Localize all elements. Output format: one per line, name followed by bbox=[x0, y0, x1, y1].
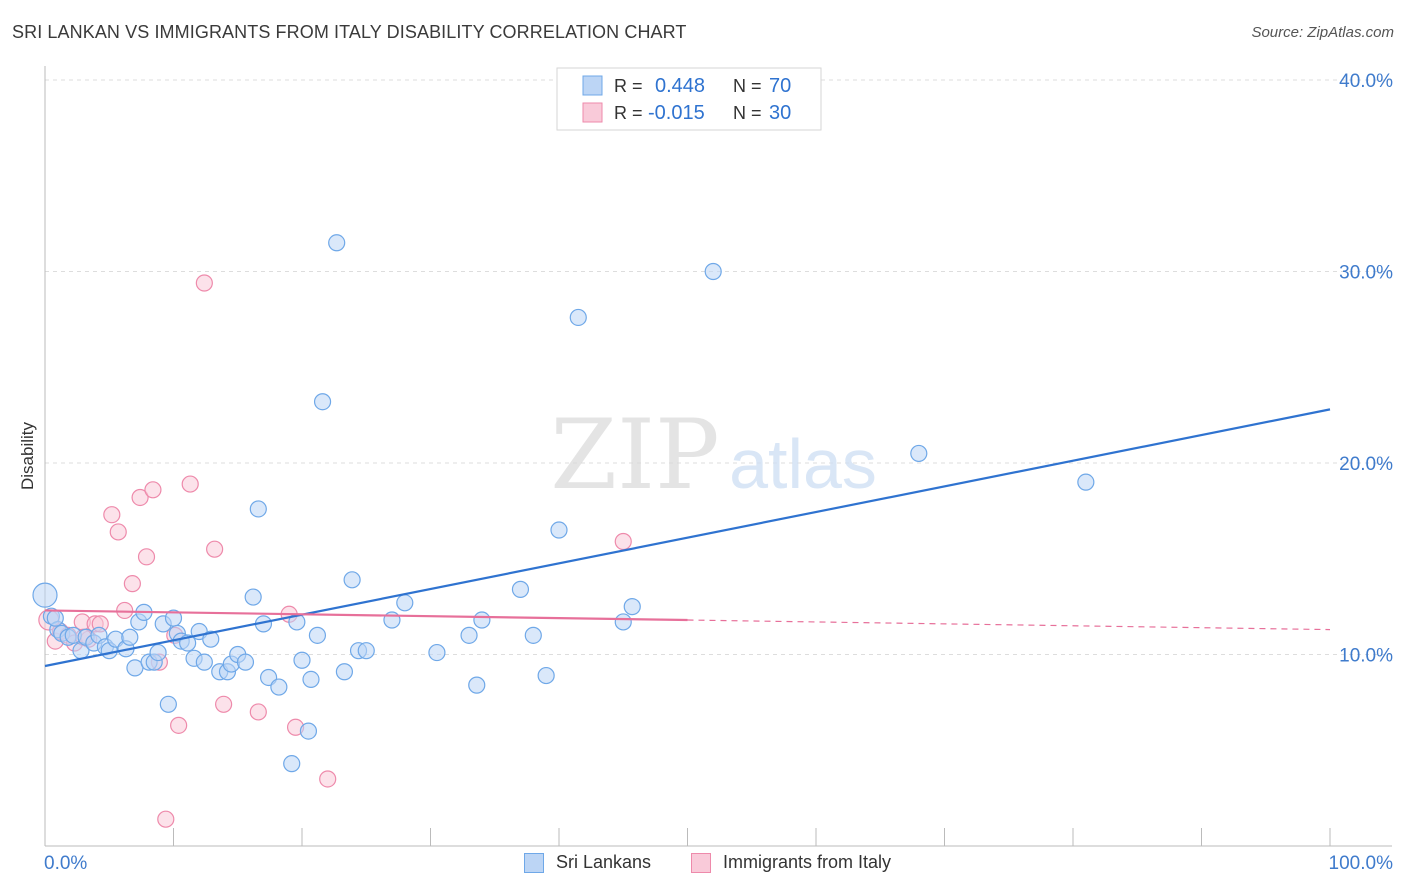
watermark-zip: ZIP bbox=[550, 399, 719, 511]
point-sri-lankans bbox=[283, 755, 301, 773]
point-sri-lankans bbox=[236, 653, 255, 671]
trend-line-immigrants-from-italy bbox=[44, 609, 688, 622]
point-sri-lankans bbox=[302, 670, 320, 688]
y-axis-label: Disability bbox=[18, 421, 37, 490]
point-sri-lankans bbox=[313, 393, 332, 411]
point-immigrants-from-italy bbox=[144, 481, 162, 499]
legend-item-sri-lankans[interactable]: Sri Lankans bbox=[524, 852, 651, 873]
legend-bottom: Sri Lankans Immigrants from Italy bbox=[0, 852, 1406, 878]
point-sri-lankans bbox=[299, 722, 318, 740]
point-immigrants-from-italy bbox=[319, 770, 337, 788]
x-tick-label: 100.0% bbox=[1329, 853, 1394, 874]
point-sri-lankans bbox=[328, 234, 346, 252]
point-sri-lankans bbox=[121, 628, 139, 646]
point-immigrants-from-italy bbox=[170, 716, 188, 734]
legend-blue-r-value: 0.448 bbox=[655, 75, 705, 97]
point-immigrants-from-italy bbox=[249, 703, 267, 721]
point-immigrants-from-italy bbox=[614, 532, 632, 551]
point-sri-lankans bbox=[249, 500, 267, 518]
point-immigrants-from-italy bbox=[123, 575, 141, 593]
trend-line-sri-lankans bbox=[44, 408, 1331, 668]
legend-blue-n-value: 70 bbox=[769, 75, 791, 97]
y-tick-label: 30.0% bbox=[1339, 263, 1393, 284]
point-sri-lankans bbox=[244, 588, 262, 606]
point-sri-lankans bbox=[202, 630, 220, 648]
point-sri-lankans bbox=[524, 626, 542, 644]
legend-pink-swatch bbox=[582, 102, 603, 123]
series-immigrants-from-italy bbox=[38, 274, 632, 828]
point-sri-lankans bbox=[335, 663, 354, 681]
point-sri-lankans bbox=[473, 611, 491, 629]
point-immigrants-from-italy bbox=[131, 488, 149, 507]
legend-blue-n-label: N = bbox=[733, 76, 762, 96]
legend-swatch-sri-lankans bbox=[524, 852, 544, 873]
point-sri-lankans bbox=[293, 651, 311, 669]
chart-title: SRI LANKAN VS IMMIGRANTS FROM ITALY DISA… bbox=[12, 22, 687, 42]
legend-pink-n-label: N = bbox=[733, 103, 762, 123]
point-sri-lankans bbox=[1077, 473, 1095, 491]
watermark-atlas: atlas bbox=[729, 425, 877, 503]
point-immigrants-from-italy bbox=[157, 810, 175, 828]
point-sri-lankans bbox=[614, 613, 632, 631]
point-sri-lankans bbox=[383, 611, 401, 629]
trend-line-immigrants-from-italy-dashed bbox=[687, 619, 1331, 631]
tick-labels: 10.0% 20.0% 30.0% 40.0% 0.0% 100.0% bbox=[44, 71, 1393, 874]
legend-top: R = 0.448 N = 70 R = -0.015 N = 30 bbox=[556, 67, 822, 131]
legend-label-sri-lankans: Sri Lankans bbox=[556, 852, 652, 872]
point-immigrants-from-italy bbox=[103, 506, 121, 524]
point-immigrants-from-italy bbox=[137, 548, 156, 566]
legend-pink-r-label: R = bbox=[614, 103, 643, 123]
legend-swatch-immigrants-from-italy bbox=[691, 852, 711, 873]
point-sri-lankans bbox=[32, 582, 58, 608]
point-sri-lankans bbox=[460, 626, 478, 644]
point-sri-lankans bbox=[343, 571, 361, 589]
point-sri-lankans bbox=[511, 580, 530, 598]
trend-lines bbox=[44, 408, 1331, 668]
series-sri-lankans bbox=[32, 234, 1095, 773]
point-immigrants-from-italy bbox=[195, 274, 213, 292]
point-sri-lankans bbox=[149, 643, 167, 662]
legend-pink-r-value: -0.015 bbox=[648, 102, 705, 124]
axes bbox=[44, 66, 1392, 847]
point-sri-lankans bbox=[704, 262, 722, 281]
point-sri-lankans bbox=[46, 609, 64, 627]
point-immigrants-from-italy bbox=[215, 695, 233, 713]
point-sri-lankans bbox=[468, 676, 486, 694]
watermark: ZIP atlas bbox=[550, 399, 877, 511]
point-sri-lankans bbox=[623, 598, 641, 616]
legend-item-immigrants-from-italy[interactable]: Immigrants from Italy bbox=[691, 852, 891, 873]
point-sri-lankans bbox=[569, 308, 587, 327]
legend-label-immigrants-from-italy: Immigrants from Italy bbox=[723, 852, 892, 872]
source-label: Source: ZipAtlas.com bbox=[1251, 24, 1394, 41]
point-sri-lankans bbox=[159, 695, 177, 713]
point-sri-lankans bbox=[537, 666, 555, 685]
point-sri-lankans bbox=[357, 642, 375, 660]
legend-blue-swatch bbox=[582, 75, 603, 96]
point-immigrants-from-italy bbox=[109, 523, 127, 541]
point-sri-lankans bbox=[195, 653, 213, 671]
y-tick-label: 40.0% bbox=[1339, 71, 1393, 92]
point-immigrants-from-italy bbox=[116, 601, 134, 620]
point-immigrants-from-italy bbox=[181, 475, 199, 493]
y-tick-label: 10.0% bbox=[1339, 646, 1393, 667]
point-sri-lankans bbox=[396, 594, 414, 612]
point-sri-lankans bbox=[428, 643, 446, 662]
y-tick-label: 20.0% bbox=[1339, 454, 1393, 475]
grid-lines bbox=[45, 79, 1392, 655]
point-sri-lankans bbox=[910, 444, 928, 463]
point-sri-lankans bbox=[550, 521, 568, 539]
point-sri-lankans bbox=[270, 678, 288, 696]
legend-pink-n-value: 30 bbox=[769, 102, 791, 124]
legend-blue-r-label: R = bbox=[614, 76, 643, 96]
x-tick-label: 0.0% bbox=[44, 853, 87, 874]
point-sri-lankans bbox=[308, 626, 327, 644]
point-immigrants-from-italy bbox=[206, 540, 224, 558]
